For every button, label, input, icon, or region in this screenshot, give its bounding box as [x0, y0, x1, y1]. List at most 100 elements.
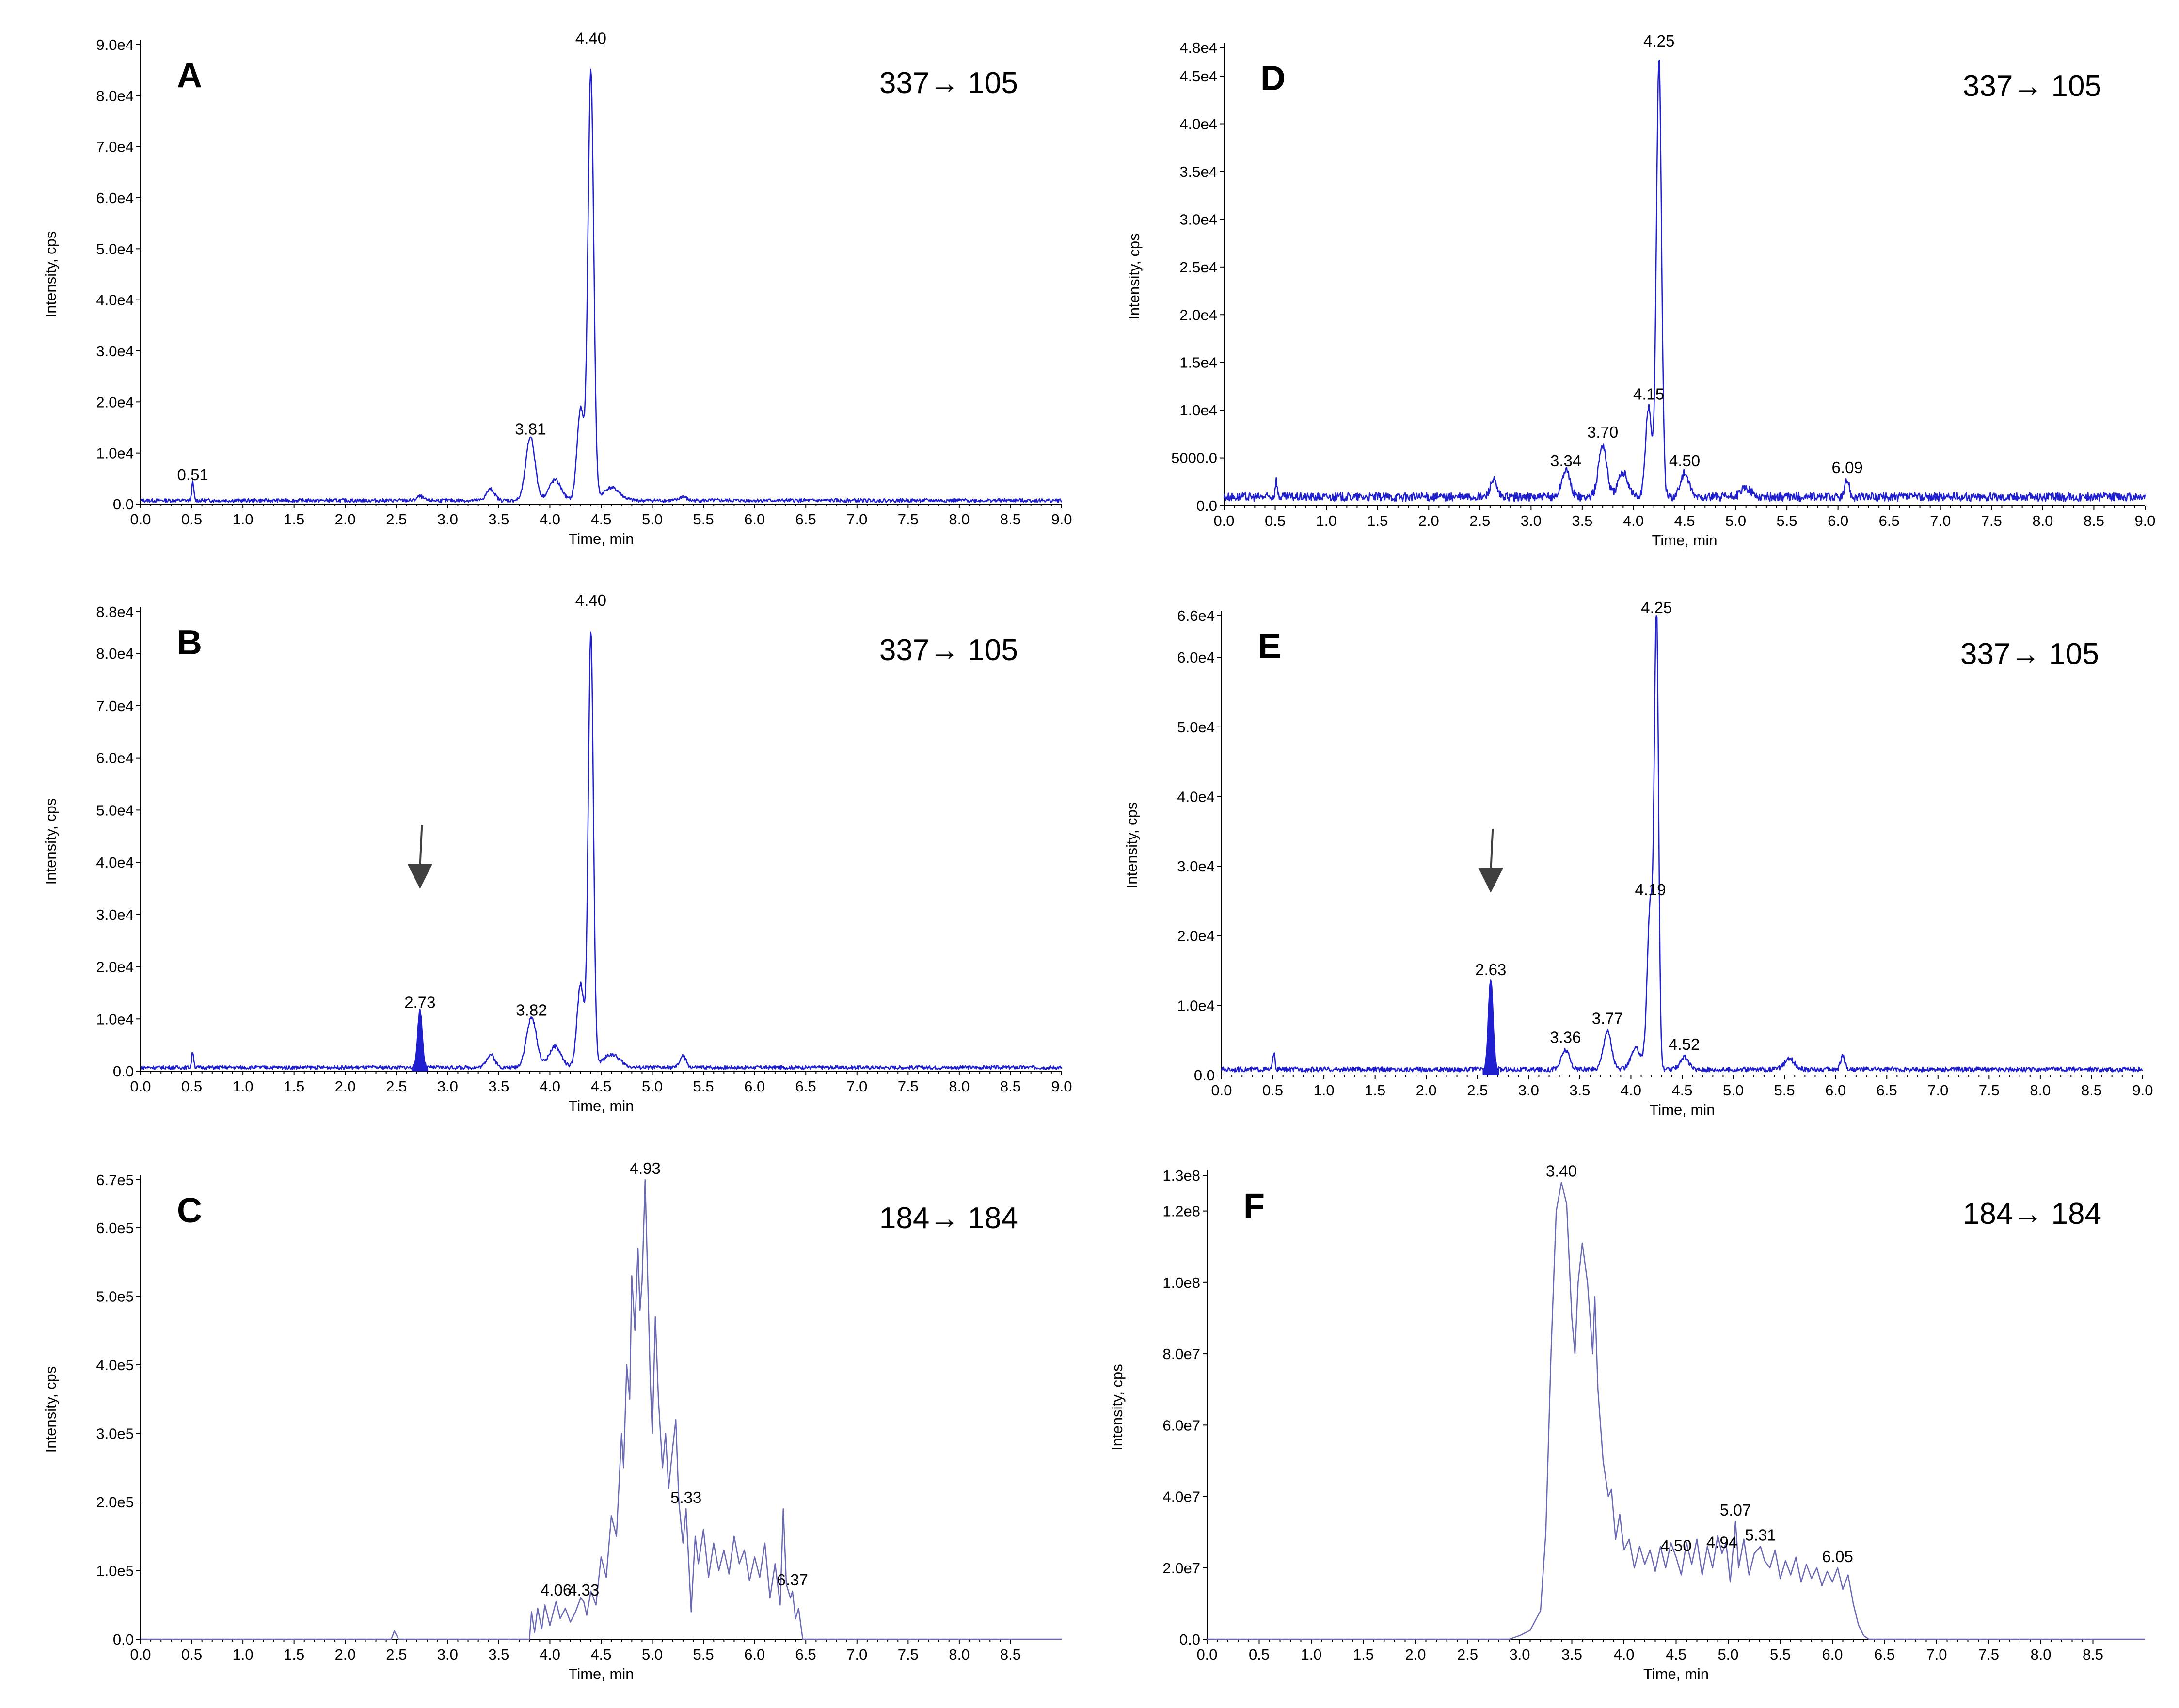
y-tick-label: 6.6e4: [1177, 607, 1215, 624]
x-tick-label: 3.5: [488, 1078, 509, 1095]
x-tick-label: 4.0: [1613, 1646, 1634, 1663]
x-tick-label: 9.0: [1051, 1078, 1072, 1095]
x-tick-label: 4.5: [1666, 1646, 1686, 1663]
transition-label: 337→ 105: [1960, 637, 2099, 671]
y-tick-label: 2.0e7: [1162, 1560, 1200, 1577]
y-tick-label: 4.0e4: [96, 292, 134, 309]
x-axis-title: Time, min: [1650, 1101, 1715, 1118]
x-tick-label: 4.5: [590, 511, 611, 528]
y-tick-label: 1.3e8: [1162, 1167, 1200, 1184]
x-tick-label: 3.5: [1569, 1082, 1590, 1099]
peak-label: 4.25: [1643, 32, 1674, 50]
x-tick-label: 4.0: [1623, 512, 1644, 529]
transition-label: 337→ 105: [879, 66, 1018, 100]
y-tick-label: 3.0e4: [1179, 211, 1217, 228]
x-tick-label: 2.0: [1418, 512, 1439, 529]
panel-c: 0.0 0.5 1.0 1.5 2.0 2.5 3.0 3.5 4.0 4.5 5.0 5.5 6.0 6…: [42, 1159, 1062, 1682]
integrated-peak-fill: [1482, 978, 1499, 1075]
panel-letter: E: [1258, 627, 1281, 666]
peak-label: 4.93: [630, 1159, 661, 1177]
y-tick-label: 3.0e4: [96, 906, 134, 923]
x-tick-label: 4.0: [540, 1646, 560, 1663]
x-tick-label: 6.5: [795, 1646, 816, 1663]
peak-label: 4.40: [575, 591, 606, 609]
y-tick-label: 7.0e4: [96, 697, 134, 714]
peak-label: 4.15: [1633, 385, 1664, 403]
arrow-head: [1478, 868, 1504, 893]
x-tick-label: 7.5: [1978, 1646, 1999, 1663]
x-tick-label: 3.0: [1518, 1082, 1539, 1099]
y-tick-label: 1.2e8: [1162, 1203, 1200, 1220]
peak-label: 2.63: [1475, 961, 1506, 979]
x-tick-label: 2.0: [335, 1078, 356, 1095]
y-axis-title: Intensity, cps: [42, 1366, 59, 1453]
peak-label: 6.37: [777, 1571, 808, 1589]
x-tick-label: 5.0: [1725, 512, 1746, 529]
transition-label: 337→ 105: [1963, 69, 2101, 103]
x-tick-label: 1.5: [284, 1646, 304, 1663]
y-tick-label: 2.0e5: [96, 1494, 134, 1511]
x-tick-label: 5.0: [642, 511, 663, 528]
y-tick-label: 6.0e5: [96, 1219, 134, 1236]
x-tick-label: 3.5: [1572, 512, 1592, 529]
y-tick-label: 3.0e5: [96, 1425, 134, 1442]
y-tick-label: 4.5e4: [1179, 68, 1217, 85]
y-axis-title: Intensity, cps: [42, 798, 59, 885]
x-tick-label: 1.5: [284, 1078, 304, 1095]
y-tick-label: 6.0e7: [1162, 1417, 1200, 1434]
x-tick-label: 8.0: [2030, 1082, 2051, 1099]
x-tick-label: 0.5: [1265, 512, 1286, 529]
y-tick-label: 0.0: [1196, 497, 1217, 514]
x-tick-label: 0.5: [1249, 1646, 1270, 1663]
peak-label: 3.82: [516, 1001, 547, 1019]
y-axis-title: Intensity, cps: [1123, 802, 1140, 889]
x-tick-label: 0.0: [1211, 1082, 1232, 1099]
peak-label: 4.06: [541, 1581, 572, 1599]
arrow-head: [407, 864, 433, 889]
x-axis-title: Time, min: [1643, 1665, 1709, 1682]
y-tick-label: 1.0e8: [1162, 1274, 1200, 1291]
x-tick-label: 7.5: [898, 1078, 919, 1095]
y-tick-label: 4.0e4: [96, 854, 134, 871]
panel-b: 0.0 0.5 1.0 1.5 2.0 2.5 3.0 3.5 4.0 4.5 5.0 5.5 6.0 6…: [42, 591, 1072, 1114]
x-tick-label: 0.5: [181, 1646, 202, 1663]
x-tick-label: 8.5: [1000, 1078, 1021, 1095]
y-tick-label: 5.0e4: [96, 802, 134, 819]
transition-label: 184→ 184: [1963, 1197, 2101, 1231]
y-tick-label: 8.0e4: [96, 87, 134, 104]
panel-e: 0.0 0.5 1.0 1.5 2.0 2.5 3.0 3.5 4.0 4.5 5.0 5.5 6.0 6…: [1123, 599, 2153, 1118]
y-tick-label: 0.0: [1194, 1067, 1215, 1084]
x-tick-label: 4.5: [590, 1646, 611, 1663]
chromatogram-trace: [141, 1179, 1062, 1640]
x-tick-label: 7.0: [846, 511, 867, 528]
x-tick-label: 2.5: [1457, 1646, 1478, 1663]
x-tick-label: 8.5: [1000, 1646, 1021, 1663]
x-tick-label: 2.5: [1467, 1082, 1488, 1099]
x-tick-label: 1.5: [1367, 512, 1388, 529]
chromatogram-trace: [1223, 60, 2146, 502]
y-tick-label: 1.0e5: [96, 1563, 134, 1580]
y-tick-label: 5.0e4: [96, 240, 134, 257]
x-tick-label: 3.0: [437, 511, 458, 528]
y-tick-label: 2.0e4: [96, 959, 134, 976]
x-tick-label: 5.5: [1774, 1082, 1795, 1099]
y-axis-title: Intensity, cps: [1109, 1364, 1126, 1451]
x-tick-label: 1.0: [1314, 1082, 1335, 1099]
y-tick-label: 0.0: [1179, 1631, 1200, 1648]
panel-letter: C: [177, 1191, 202, 1230]
x-axis-title: Time, min: [569, 1665, 634, 1682]
peak-label: 3.77: [1592, 1010, 1623, 1028]
y-tick-label: 6.0e4: [96, 190, 134, 206]
x-tick-label: 0.0: [130, 511, 151, 528]
y-tick-label: 1.5e4: [1179, 354, 1217, 371]
x-tick-label: 8.5: [1000, 511, 1021, 528]
x-tick-label: 9.0: [2132, 1082, 2153, 1099]
x-tick-label: 3.5: [488, 1646, 509, 1663]
x-tick-label: 5.0: [1723, 1082, 1744, 1099]
x-tick-label: 8.0: [949, 511, 970, 528]
x-tick-label: 8.0: [949, 1078, 970, 1095]
peak-label: 4.94: [1706, 1533, 1737, 1551]
x-tick-label: 3.0: [437, 1646, 458, 1663]
x-axis-title: Time, min: [569, 1097, 634, 1114]
x-tick-label: 0.0: [130, 1078, 151, 1095]
